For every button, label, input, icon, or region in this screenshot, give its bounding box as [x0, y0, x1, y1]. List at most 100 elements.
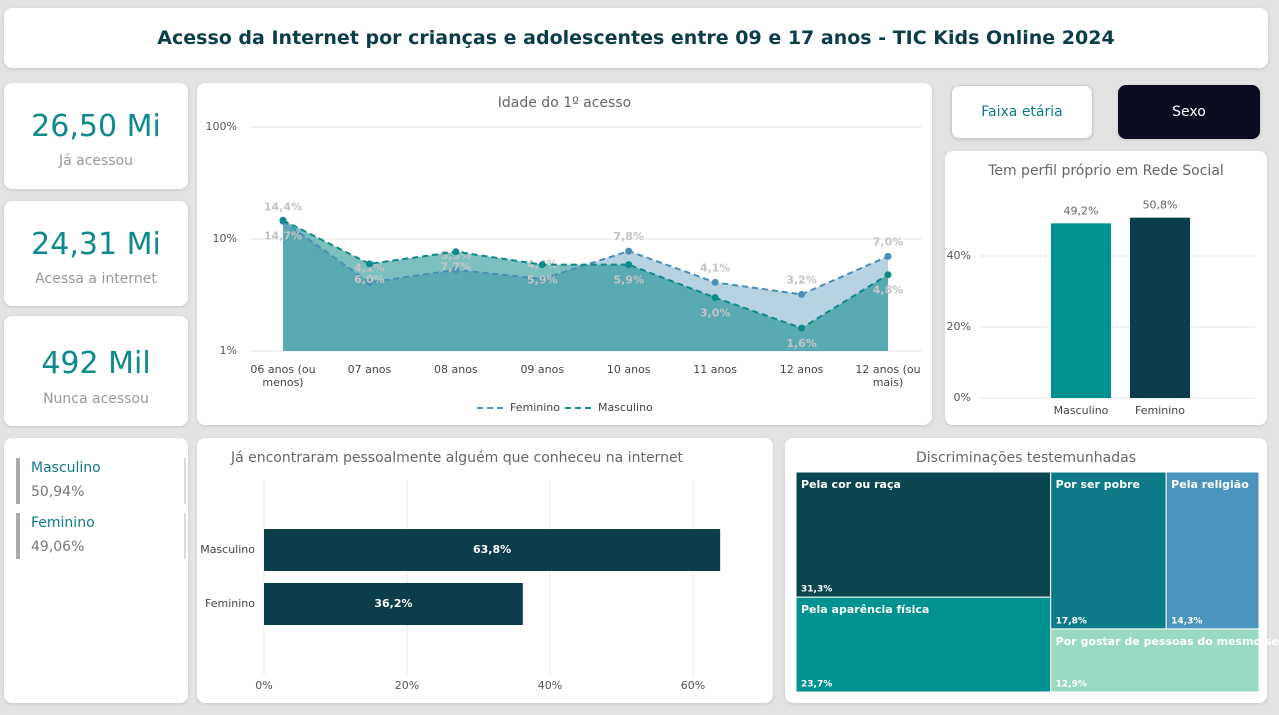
title: Acesso da Internet por crianças e adoles…	[157, 27, 1115, 49]
data-label: 31,3%	[801, 585, 832, 595]
data-label: 4,1%	[700, 261, 731, 274]
tile-label: Por gostar de pessoas do mesmo se...	[1056, 635, 1279, 648]
treemap-card: Discriminações testemunhadas Pela cor ou …	[785, 438, 1279, 703]
button[interactable]: Faixa etária	[951, 85, 1093, 139]
kpi-card: 492 Mil Nunca acessou	[4, 316, 188, 426]
y-tick-label: 1%	[220, 344, 237, 357]
data-label: 6,0%	[354, 273, 385, 286]
point	[625, 247, 633, 255]
data-label: 17,8%	[1056, 616, 1087, 626]
tile	[1050, 628, 1260, 693]
tile	[795, 596, 1052, 693]
chart: Tem perfil próprio em Rede Social 0% 20% 40…	[947, 163, 1255, 417]
kpi-label: Já acessou	[58, 153, 134, 169]
kpi-value: 24,31 Mi	[31, 227, 161, 262]
x-tick-label: 12 anos (ou mais)	[855, 363, 920, 389]
button[interactable]: Sexo	[1118, 85, 1260, 139]
chart-title: Idade do 1º acesso	[498, 95, 631, 111]
x-tick-label: 12 anos	[780, 363, 824, 376]
point	[798, 324, 806, 332]
chart-title: Discriminações testemunhadas	[916, 450, 1136, 466]
data-label: 5,9%	[613, 274, 644, 287]
point	[452, 248, 460, 256]
tile	[1050, 471, 1167, 630]
x-tick-label: 08 anos	[434, 363, 478, 376]
point	[884, 271, 892, 279]
bar	[264, 583, 523, 625]
chart-title: Já encontraram pessoalmente alguém que c…	[230, 450, 684, 466]
x-tick-label: 09 anos	[520, 363, 564, 376]
chart: Discriminações testemunhadas Pela cor ou …	[795, 450, 1279, 693]
data-label: 50,8%	[1143, 199, 1178, 212]
bar	[264, 529, 721, 571]
legend-label: Masculino	[598, 401, 653, 414]
data-label: 14,4%	[264, 200, 302, 213]
y-tick-label: 100%	[206, 120, 237, 133]
point	[365, 278, 373, 286]
tile-label: Pela religião	[1171, 478, 1249, 491]
slicer-item[interactable]: Feminino 49,06%	[16, 513, 186, 559]
header: Acesso da Internet por crianças e adoles…	[4, 8, 1268, 68]
chart-title: Tem perfil próprio em Rede Social	[987, 163, 1224, 179]
x-tick-label: 60%	[681, 679, 705, 692]
kpi-label: Nunca acessou	[43, 391, 149, 407]
data-label: 4,1%	[354, 261, 385, 274]
tile-label: Pela cor ou raça	[801, 478, 901, 491]
bar	[1130, 217, 1190, 398]
data-label: 14,7%	[264, 229, 302, 242]
line	[282, 219, 889, 330]
point	[625, 261, 633, 269]
point	[538, 275, 546, 283]
point	[798, 290, 806, 298]
data-label: 23,7%	[801, 680, 832, 690]
point	[711, 278, 719, 286]
data-label: 4,8%	[873, 284, 904, 297]
x-tick-label: 20%	[395, 679, 419, 692]
bar-chart-card: Tem perfil próprio em Rede Social 0% 20% 40…	[945, 151, 1267, 425]
legend-label: Feminino	[510, 401, 560, 414]
chart: Já encontraram pessoalmente alguém que c…	[200, 450, 721, 692]
x-tick-label: 0%	[255, 679, 272, 692]
item-share: 49,06%	[31, 539, 85, 555]
area	[283, 220, 888, 351]
data-label: 49,2%	[1064, 204, 1099, 217]
kpi-card: 26,50 Mi Já acessou	[4, 83, 188, 189]
x-tick-label: Feminino	[1135, 404, 1185, 417]
data-label: 1,6%	[786, 337, 817, 350]
x-tick-label: Masculino	[1054, 404, 1109, 417]
item-name: Feminino	[31, 515, 95, 531]
point	[365, 260, 373, 268]
line-chart-card: Idade do 1º acesso 1% 10% 100% 06 anos (ou me…	[197, 83, 932, 425]
y-tick-label: 10%	[213, 232, 237, 245]
button-label: Faixa etária	[981, 104, 1063, 120]
y-tick-label: Masculino	[200, 543, 255, 556]
y-tick-label: 20%	[947, 320, 971, 333]
kpi-value: 492 Mil	[41, 346, 151, 381]
data-label: 7,8%	[613, 230, 644, 243]
y-tick-label: 0%	[954, 391, 971, 404]
tile	[1165, 471, 1260, 630]
tile-label: Por ser pobre	[1056, 478, 1140, 491]
x-tick-label: 11 anos	[693, 363, 737, 376]
y-tick-label: 40%	[947, 249, 971, 262]
x-tick-label: 40%	[538, 679, 562, 692]
data-label: 7,0%	[873, 235, 904, 248]
x-tick-label: 07 anos	[348, 363, 392, 376]
x-tick-label: 06 anos (ou menos)	[250, 363, 315, 389]
data-label: 36,2%	[374, 597, 412, 610]
hbar-chart-card: Já encontraram pessoalmente alguém que c…	[197, 438, 773, 703]
item-name: Masculino	[31, 460, 101, 476]
data-label: 63,8%	[473, 543, 511, 556]
slicer-item[interactable]: Masculino 50,94%	[16, 458, 186, 504]
x-tick-label: 10 anos	[607, 363, 651, 376]
data-label: 12,9%	[1056, 680, 1087, 690]
chart: Idade do 1º acesso 1% 10% 100% 06 anos (ou me…	[206, 95, 922, 414]
kpi-card: 24,31 Mi Acessa a internet	[4, 201, 188, 306]
point	[279, 216, 287, 224]
point	[711, 294, 719, 302]
data-label: 7,7%	[441, 261, 472, 274]
data-label: 3,0%	[700, 307, 731, 320]
gender-slicer: Masculino 50,94% Feminino 49,06%	[4, 438, 188, 703]
y-tick-label: Feminino	[205, 597, 255, 610]
